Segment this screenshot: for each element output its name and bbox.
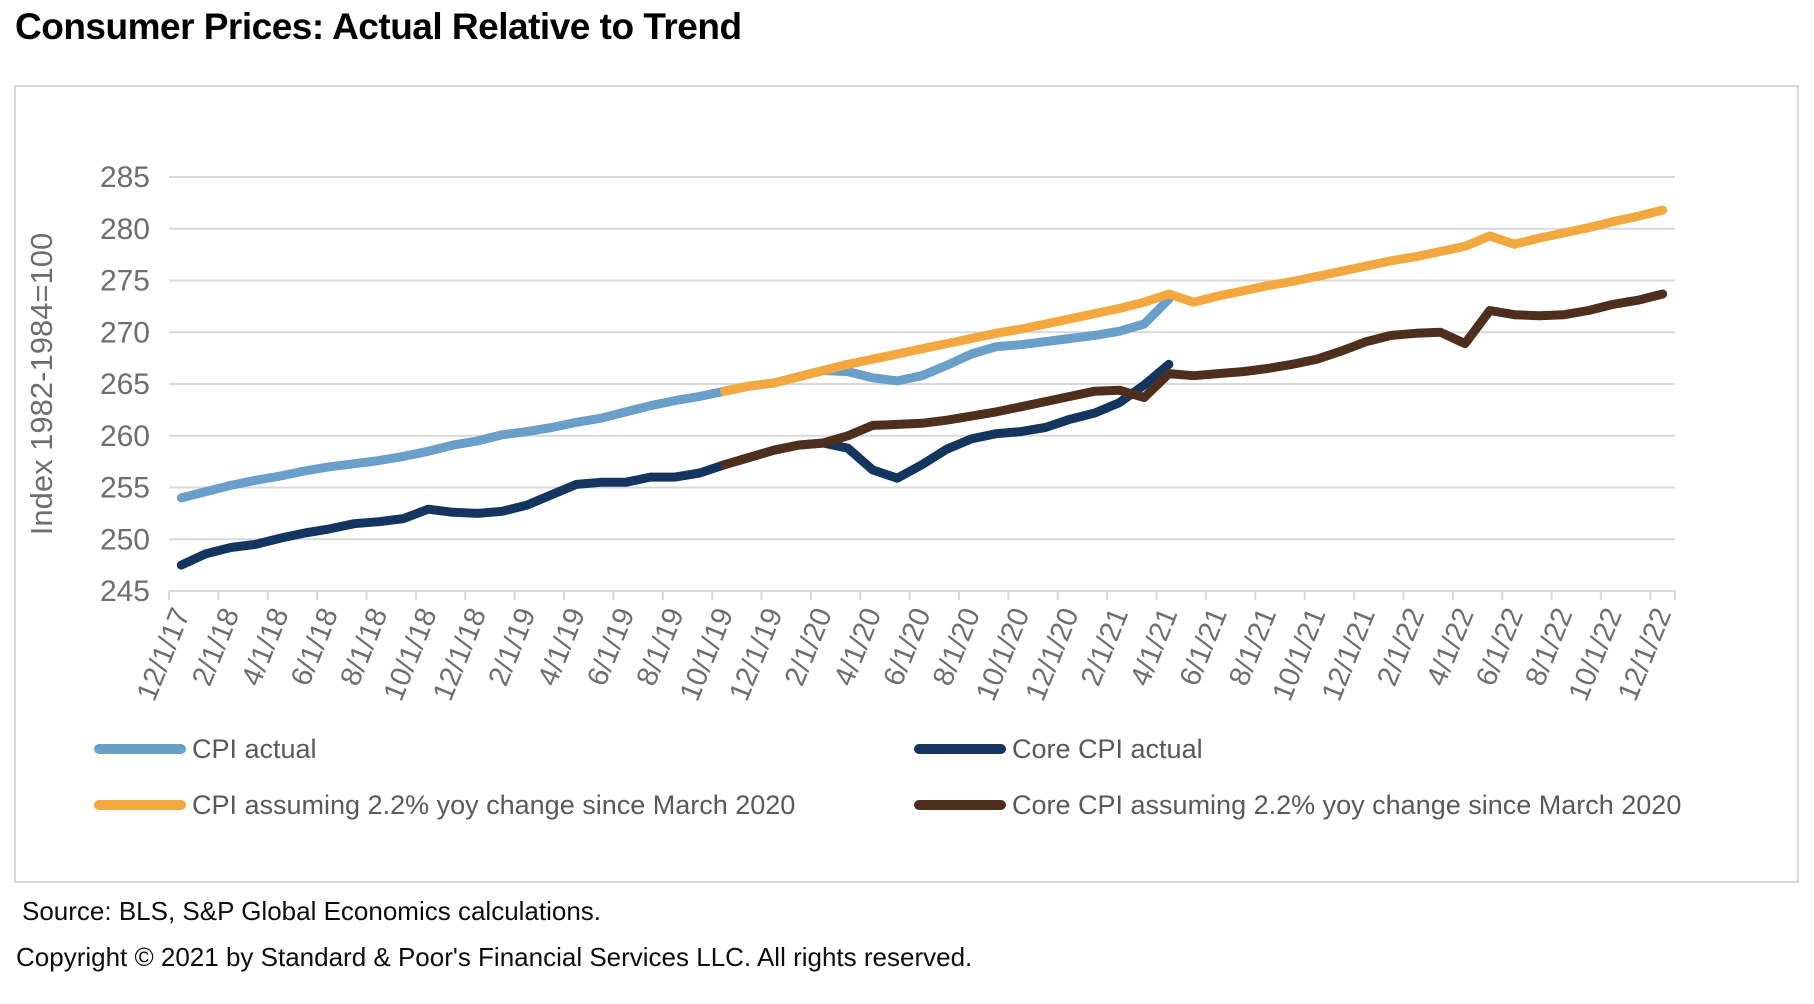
legend-label: CPI assuming 2.2% yoy change since March… [192,789,796,820]
chart-legend: CPI actual Core CPI actual CPI assuming 2.… [94,733,1681,821]
legend-label: Core CPI actual [1012,733,1203,764]
y-tick-label: 245 [100,575,150,608]
copyright-note: Copyright © 2021 by Standard & Poor's Fi… [16,942,973,972]
legend-swatch-cpi-assuming-2-2-yoy-change-since-march-2020 [94,800,186,810]
series-line-cpi-actual [176,294,1174,503]
y-tick-label: 270 [100,316,150,349]
page-title: Consumer Prices: Actual Relative to Tren… [15,6,742,47]
series-line-core-cpi-actual [176,359,1174,570]
series-line-core-cpi-assuming-2-2-yoy-change-since-march-2020 [720,289,1668,470]
y-axis-title: Index 1982-1984=100 [24,233,59,536]
y-tick-label: 285 [100,161,150,194]
legend-item-core-cpi-assuming-2-2-yoy-change-since-march-2020: Core CPI assuming 2.2% yoy change since … [914,789,1681,821]
line-chart: 24525025526026527027528028512/1/172/1/18… [24,161,1678,706]
legend-item-cpi-assuming-2-2-yoy-change-since-march-2020: CPI assuming 2.2% yoy change since March… [94,789,914,821]
legend-label: Core CPI assuming 2.2% yoy change since … [1012,789,1682,820]
legend-swatch-cpi-actual [94,744,186,754]
y-tick-label: 275 [100,265,150,298]
x-tick-label: 12/1/17 [131,604,197,706]
y-tick-label: 250 [100,523,150,556]
y-tick-label: 265 [100,368,150,401]
chart-panel: 245 250 255 260 265 270 275 280 285 12/1/17 2/1/18… [14,85,1799,883]
legend-swatch-core-cpi-actual [914,744,1006,754]
y-tick-label: 255 [100,472,150,505]
y-tick-label: 260 [100,420,150,453]
legend-item-core-cpi-actual: Core CPI actual [914,733,1681,765]
source-note: Source: BLS, S&P Global Economics calcul… [22,896,602,926]
series-line-cpi-assuming-2-2-yoy-change-since-march-2020 [720,205,1668,396]
y-tick-label: 280 [100,213,150,246]
legend-label: CPI actual [192,733,317,764]
legend-swatch-core-cpi-assuming-2-2-yoy-change-since-march-2020 [914,800,1006,810]
legend-item-cpi-actual: CPI actual [94,733,914,765]
